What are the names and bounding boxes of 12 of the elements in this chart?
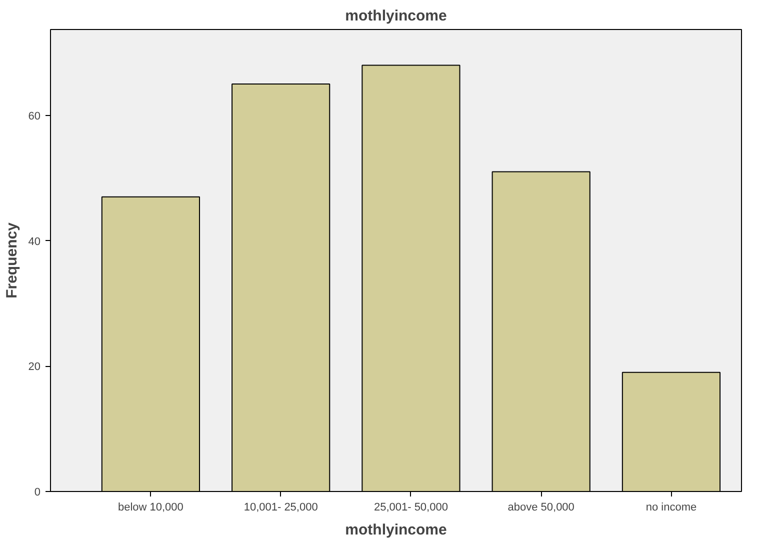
y-tick-label: 0 (34, 486, 41, 498)
x-tick-label: below 10,000 (118, 502, 184, 514)
y-tick-label: 20 (28, 361, 41, 374)
x-tick-label: no income (646, 502, 697, 514)
y-tick-label: 60 (28, 110, 41, 122)
x-tick-label: above 50,000 (508, 502, 574, 514)
x-tick-label: 10,001- 25,000 (244, 502, 318, 514)
x-tick-label: 25,001- 50,000 (374, 502, 448, 514)
y-axis-title: Frequency (3, 222, 20, 298)
x-axis-title: mothlyincome (345, 522, 447, 538)
y-tick-label: 40 (28, 236, 41, 248)
chart-title: mothlyincome (345, 8, 447, 24)
